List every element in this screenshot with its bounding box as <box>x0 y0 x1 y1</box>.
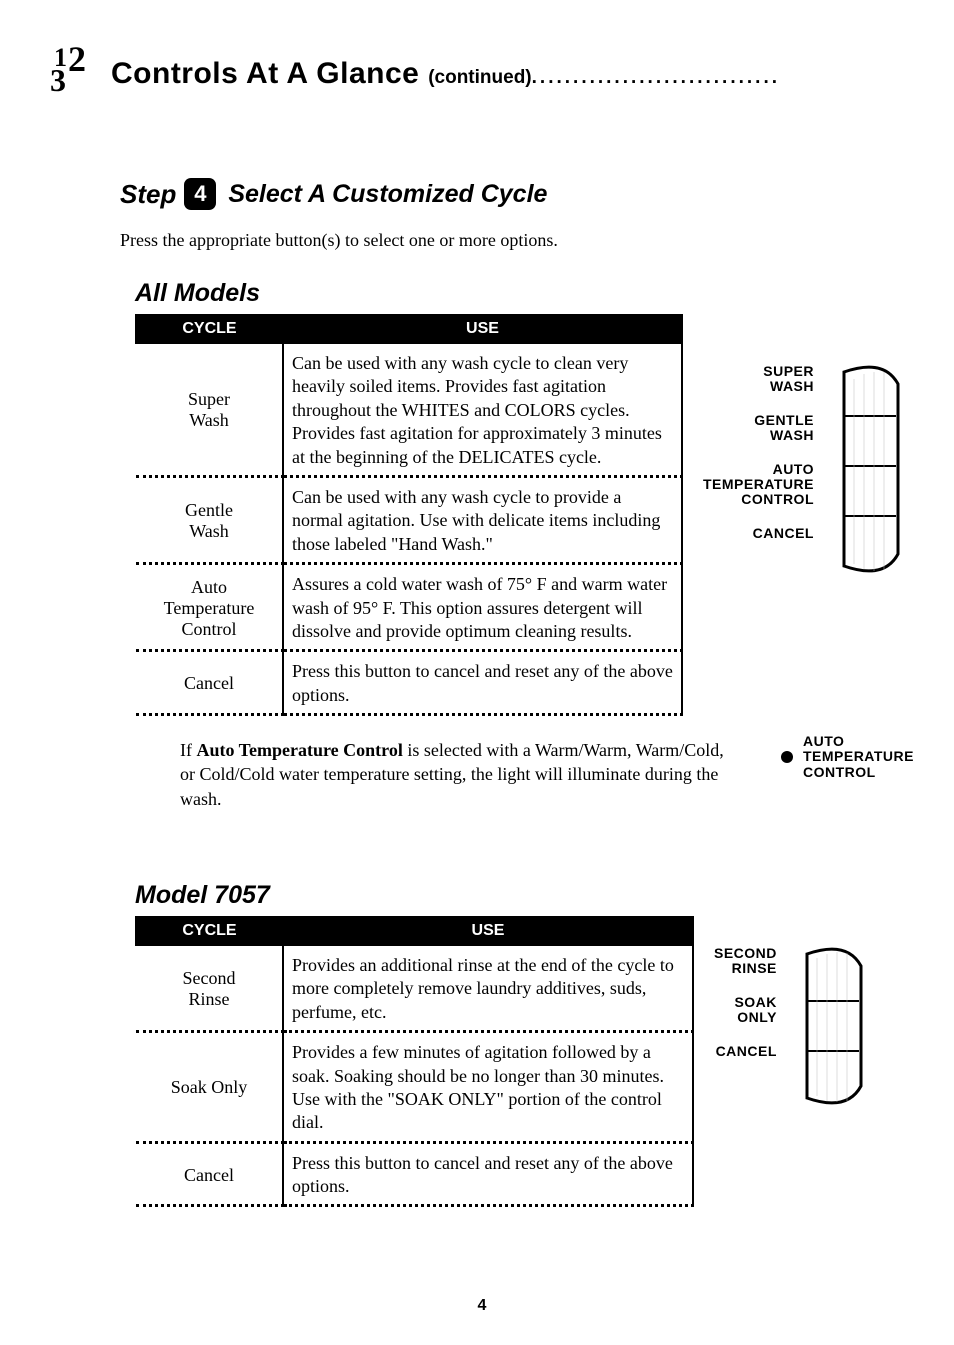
step-title: Select A Customized Cycle <box>228 180 547 209</box>
section-all-models: CYCLE USE SuperWash Can be used with any… <box>50 314 914 716</box>
page-number: 4 <box>50 1297 914 1315</box>
cycle-name: SuperWash <box>136 343 283 476</box>
table-row: GentleWash Can be used with any wash cyc… <box>136 476 682 563</box>
panel-label-gentle-wash: GENTLEWASH <box>703 413 814 444</box>
cycle-use: Provides an additional rinse at the end … <box>283 945 693 1032</box>
cycle-name: GentleWash <box>136 476 283 563</box>
table-row: SuperWash Can be used with any wash cycl… <box>136 343 682 476</box>
page-header: 123 Controls At A Glance (continued) <box>50 50 914 98</box>
cycle-table-model-7057: CYCLE USE SecondRinse Provides an additi… <box>135 916 694 1208</box>
th-cycle: CYCLE <box>136 315 283 343</box>
section-title-all-models: All Models <box>135 279 914 308</box>
panel-all-models: SUPERWASH GENTLEWASH AUTOTEMPERATURECONT… <box>683 314 914 574</box>
page-title: Controls At A Glance (continued) <box>111 57 780 91</box>
cycle-name: SecondRinse <box>136 945 283 1032</box>
panel-labels: SUPERWASH GENTLEWASH AUTOTEMPERATURECONT… <box>703 364 814 559</box>
indicator-label: AUTOTEMPERATURECONTROL <box>803 734 914 780</box>
page-title-main: Controls At A Glance <box>111 57 419 90</box>
panel-label-super-wash: SUPERWASH <box>703 364 814 395</box>
th-cycle: CYCLE <box>136 917 283 945</box>
th-use: USE <box>283 917 693 945</box>
step-number-badge: 4 <box>184 178 216 210</box>
cycle-use: Press this button to cancel and reset an… <box>283 651 682 715</box>
cycle-name: Cancel <box>136 651 283 715</box>
cycle-table-all-models: CYCLE USE SuperWash Can be used with any… <box>135 314 683 716</box>
panel-label-cancel: CANCEL <box>714 1044 777 1059</box>
intro-text: Press the appropriate button(s) to selec… <box>120 230 914 251</box>
button-panel-icon <box>824 364 914 574</box>
button-panel-icon <box>787 946 877 1106</box>
indicator-auto-temp: AUTOTEMPERATURECONTROL <box>781 734 914 780</box>
note-auto-temp: If Auto Temperature Control is selected … <box>180 738 741 811</box>
panel-model-7057: SECONDRINSE SOAKONLY CANCEL <box>694 916 914 1106</box>
panel-labels: SECONDRINSE SOAKONLY CANCEL <box>714 946 777 1077</box>
section-title-model-7057: Model 7057 <box>135 881 914 910</box>
table-row: Cancel Press this button to cancel and r… <box>136 1142 693 1206</box>
panel-label-auto-temp: AUTOTEMPERATURECONTROL <box>703 462 814 508</box>
table-row: Soak Only Provides a few minutes of agit… <box>136 1032 693 1143</box>
table-row: Cancel Press this button to cancel and r… <box>136 651 682 715</box>
page-title-continued: (continued) <box>428 67 531 88</box>
th-use: USE <box>283 315 682 343</box>
indicator-dot-icon <box>781 751 793 763</box>
panel-label-cancel: CANCEL <box>703 526 814 541</box>
cycle-use: Press this button to cancel and reset an… <box>283 1142 693 1206</box>
table-header-row: CYCLE USE <box>136 917 693 945</box>
table-header-row: CYCLE USE <box>136 315 682 343</box>
cycle-name: Soak Only <box>136 1032 283 1143</box>
cycle-name: Cancel <box>136 1142 283 1206</box>
cycle-use: Assures a cold water wash of 75° F and w… <box>283 564 682 651</box>
logo-123-icon: 123 <box>50 50 96 98</box>
cycle-use: Can be used with any wash cycle to clean… <box>283 343 682 476</box>
step-heading: Step 4 Select A Customized Cycle <box>120 178 914 210</box>
cycle-name: AutoTemperatureControl <box>136 564 283 651</box>
section-model-7057: CYCLE USE SecondRinse Provides an additi… <box>50 916 914 1208</box>
table-row: SecondRinse Provides an additional rinse… <box>136 945 693 1032</box>
cycle-use: Can be used with any wash cycle to provi… <box>283 476 682 563</box>
panel-label-soak-only: SOAKONLY <box>714 995 777 1026</box>
table-row: AutoTemperatureControl Assures a cold wa… <box>136 564 682 651</box>
cycle-use: Provides a few minutes of agitation foll… <box>283 1032 693 1143</box>
panel-label-second-rinse: SECONDRINSE <box>714 946 777 977</box>
step-label: Step <box>120 179 176 210</box>
page: 123 Controls At A Glance (continued) Ste… <box>0 0 954 1345</box>
